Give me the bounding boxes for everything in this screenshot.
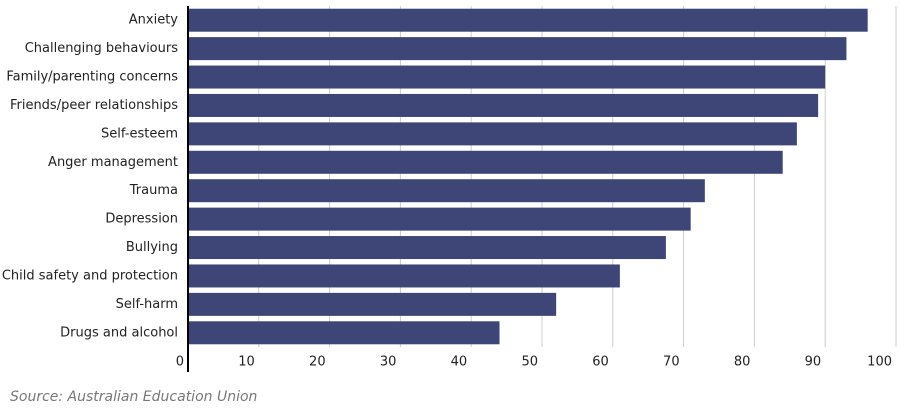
x-tick-label: 50: [521, 355, 538, 370]
y-tick-label: Drugs and alcohol: [60, 325, 178, 340]
y-tick-label: Challenging behaviours: [25, 41, 179, 56]
x-tick-label: 100: [867, 355, 892, 370]
x-tick-label: 10: [238, 355, 255, 370]
bar: [188, 207, 691, 231]
y-tick-label: Bullying: [126, 240, 178, 255]
y-tick-label: Family/parenting concerns: [6, 70, 178, 85]
y-tick-label: Trauma: [129, 183, 178, 198]
bar: [188, 37, 847, 61]
y-tick-label: Self-harm: [116, 297, 178, 312]
x-tick-label: 20: [309, 355, 326, 370]
y-tick-label: Depression: [105, 212, 178, 227]
bar: [188, 122, 797, 146]
x-tick-label: 40: [451, 355, 468, 370]
x-tick-label: 0: [176, 355, 184, 370]
bar: [188, 264, 620, 288]
x-tick-label: 80: [734, 355, 751, 370]
bar: [188, 236, 666, 260]
y-tick-label: Self-esteem: [101, 126, 178, 141]
x-tick-label: 30: [380, 355, 397, 370]
bar: [188, 8, 868, 32]
source-note: Source: Australian Education Union: [10, 389, 257, 405]
x-tick-label: 70: [663, 355, 680, 370]
bar: [188, 179, 705, 203]
y-tick-label: Anxiety: [129, 13, 179, 28]
bar: [188, 150, 783, 174]
y-tick-label: Child safety and protection: [2, 268, 178, 283]
bar: [188, 292, 557, 316]
bar: [188, 65, 826, 89]
bar: [188, 321, 500, 345]
y-tick-label: Anger management: [48, 155, 178, 170]
x-tick-label: 90: [805, 355, 822, 370]
bar: [188, 93, 819, 117]
y-tick-label: Friends/peer relationships: [10, 98, 178, 113]
x-tick-label: 60: [592, 355, 609, 370]
